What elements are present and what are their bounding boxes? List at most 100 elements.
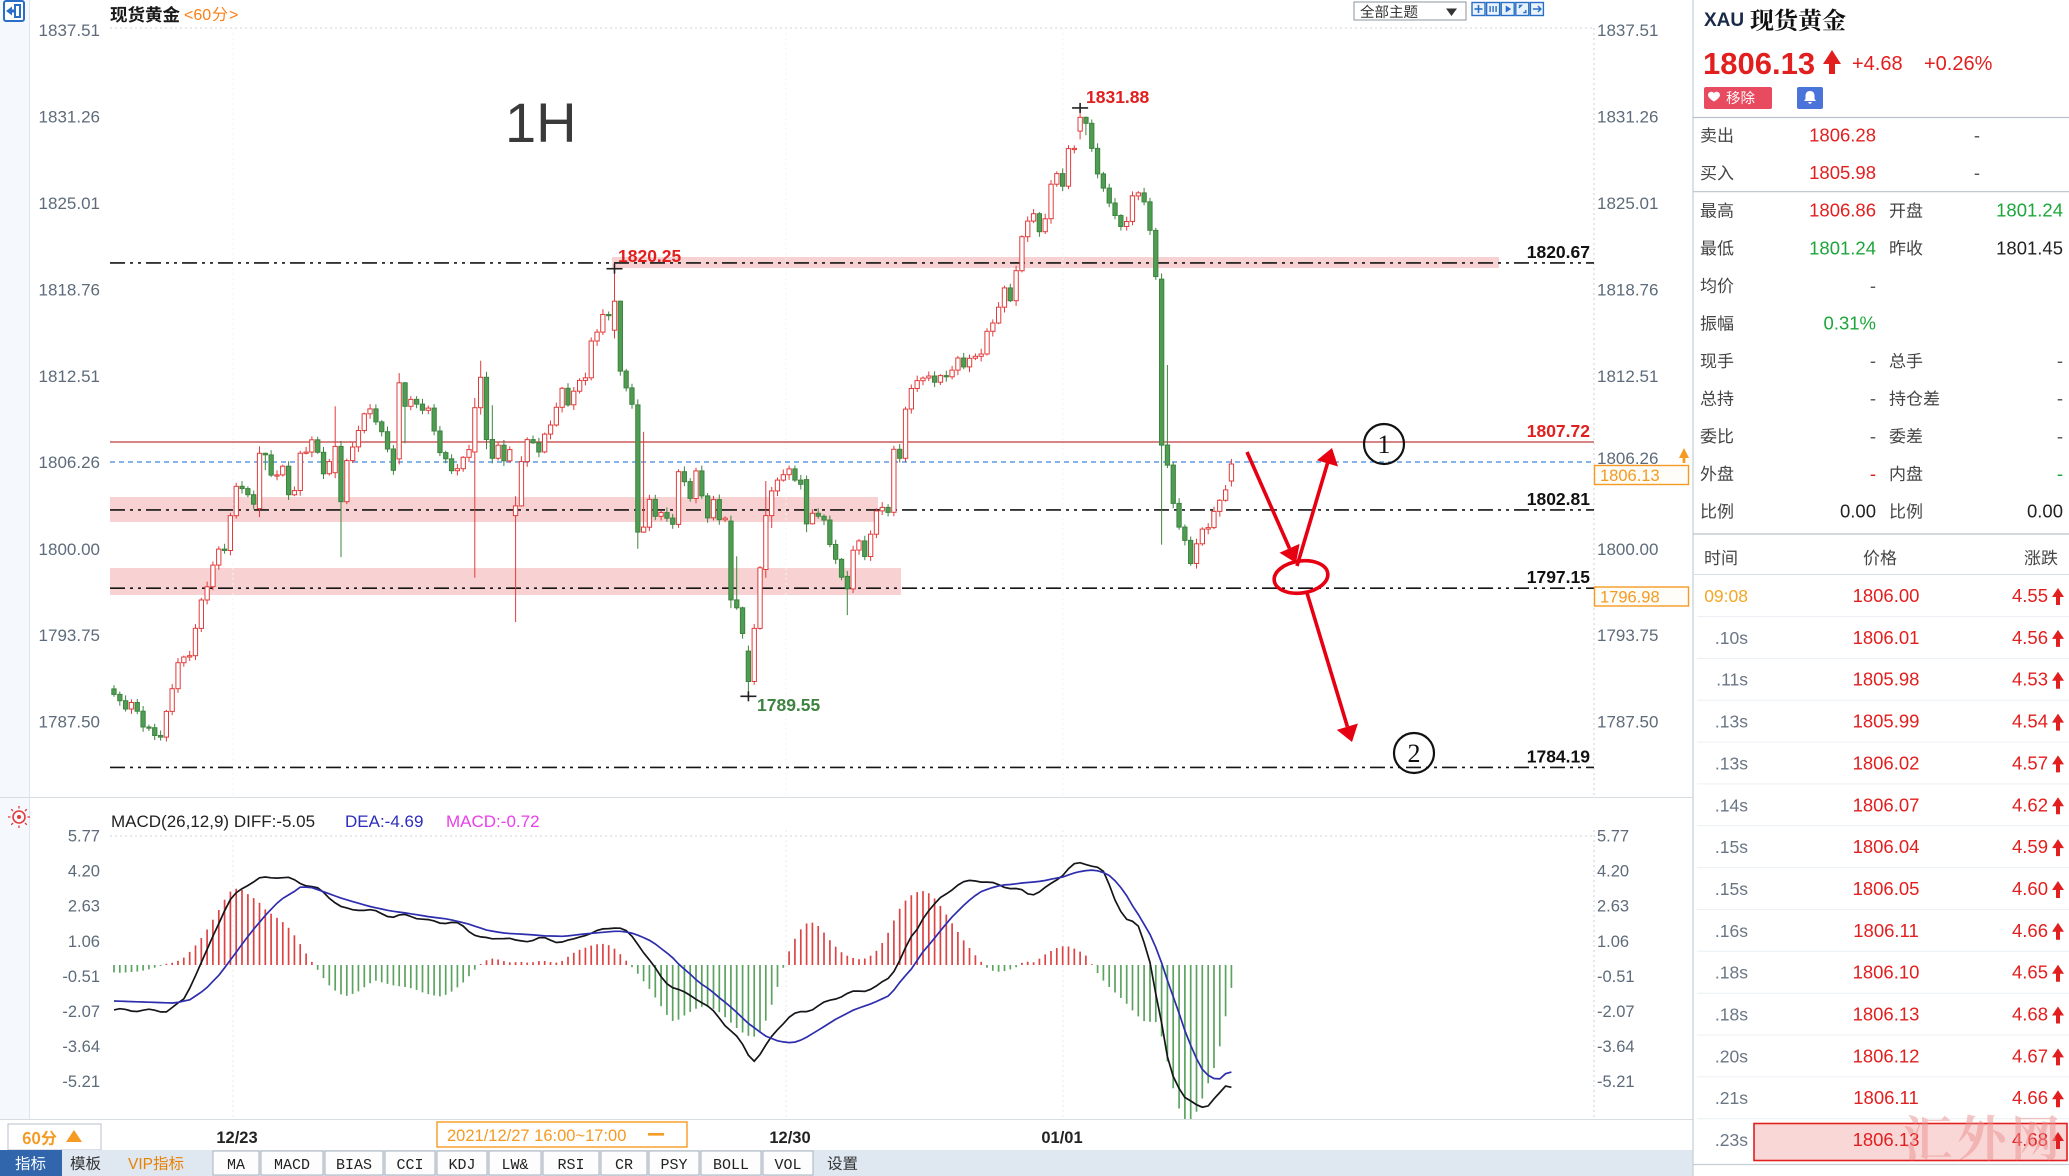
svg-text:2021/12/27 16:00~17:00: 2021/12/27 16:00~17:00 bbox=[447, 1127, 626, 1145]
svg-text:1.06: 1.06 bbox=[1597, 933, 1629, 951]
svg-text:.16s: .16s bbox=[1715, 921, 1748, 941]
svg-text:2.63: 2.63 bbox=[68, 898, 100, 916]
svg-text:4.67: 4.67 bbox=[2012, 1045, 2048, 1066]
svg-text:1805.98: 1805.98 bbox=[1809, 162, 1876, 183]
svg-text:0.00: 0.00 bbox=[1840, 501, 1876, 522]
svg-text:KDJ: KDJ bbox=[448, 1157, 475, 1174]
svg-text:-: - bbox=[1974, 125, 1980, 146]
svg-text:1806.01: 1806.01 bbox=[1853, 627, 1920, 648]
svg-text:1: 1 bbox=[1378, 430, 1391, 459]
svg-text:1784.19: 1784.19 bbox=[1527, 746, 1591, 766]
svg-text:1793.75: 1793.75 bbox=[39, 626, 100, 645]
svg-text:-: - bbox=[1870, 350, 1876, 371]
svg-text:1801.45: 1801.45 bbox=[1996, 237, 2063, 258]
svg-text:CR: CR bbox=[615, 1157, 633, 1174]
svg-text:BIAS: BIAS bbox=[336, 1157, 372, 1174]
svg-text:1806.86: 1806.86 bbox=[1809, 200, 1876, 221]
svg-text:.18s: .18s bbox=[1715, 963, 1748, 983]
svg-text:2: 2 bbox=[1408, 739, 1421, 768]
svg-text:.18s: .18s bbox=[1715, 1005, 1748, 1025]
svg-text:1818.76: 1818.76 bbox=[39, 280, 100, 299]
svg-text:1837.51: 1837.51 bbox=[1597, 21, 1658, 40]
svg-text:-: - bbox=[2057, 425, 2063, 446]
svg-text:1806.13: 1806.13 bbox=[1703, 46, 1815, 81]
svg-text:-3.64: -3.64 bbox=[1597, 1038, 1635, 1056]
svg-text:1818.76: 1818.76 bbox=[1597, 280, 1658, 299]
svg-text:4.20: 4.20 bbox=[68, 862, 100, 880]
svg-text:5.77: 5.77 bbox=[68, 827, 100, 845]
svg-text:-3.64: -3.64 bbox=[62, 1038, 100, 1056]
svg-text:4.65: 4.65 bbox=[2012, 962, 2048, 983]
svg-text:-0.51: -0.51 bbox=[1597, 968, 1635, 986]
svg-text:1806.11: 1806.11 bbox=[1853, 920, 1919, 941]
svg-text:1825.01: 1825.01 bbox=[39, 194, 100, 213]
svg-text:12/30: 12/30 bbox=[769, 1129, 810, 1147]
svg-text:12/23: 12/23 bbox=[216, 1129, 257, 1147]
svg-text:1806.12: 1806.12 bbox=[1853, 1045, 1920, 1066]
svg-text:5.77: 5.77 bbox=[1597, 827, 1629, 845]
svg-text:1806.11: 1806.11 bbox=[1853, 1087, 1919, 1108]
svg-text:1787.50: 1787.50 bbox=[39, 713, 100, 732]
svg-text:4.66: 4.66 bbox=[2012, 1087, 2048, 1108]
svg-text:-: - bbox=[1870, 388, 1876, 409]
svg-text:-: - bbox=[2057, 463, 2063, 484]
svg-text:1831.26: 1831.26 bbox=[1597, 107, 1658, 126]
svg-text:1805.99: 1805.99 bbox=[1853, 711, 1920, 732]
svg-text:MACD:-0.72: MACD:-0.72 bbox=[446, 812, 540, 831]
svg-text:1.06: 1.06 bbox=[68, 933, 100, 951]
svg-text:.11s: .11s bbox=[1716, 670, 1748, 690]
svg-text:MACD(26,12,9) DIFF:-5.05: MACD(26,12,9) DIFF:-5.05 bbox=[111, 812, 315, 831]
svg-text:1H: 1H bbox=[505, 91, 577, 154]
svg-text:+0.26%: +0.26% bbox=[1924, 53, 1993, 75]
svg-text:1800.00: 1800.00 bbox=[39, 540, 100, 559]
svg-text:-: - bbox=[2057, 388, 2063, 409]
svg-text:.10s: .10s bbox=[1715, 628, 1748, 648]
svg-text:.23s: .23s bbox=[1715, 1130, 1748, 1150]
svg-text:1820.67: 1820.67 bbox=[1527, 242, 1590, 262]
svg-text:MACD: MACD bbox=[274, 1157, 310, 1174]
svg-text:4.62: 4.62 bbox=[2012, 794, 2048, 815]
svg-text:.14s: .14s bbox=[1715, 795, 1748, 815]
svg-text:1797.15: 1797.15 bbox=[1527, 567, 1591, 587]
svg-text:-5.21: -5.21 bbox=[62, 1073, 100, 1091]
svg-text:1800.00: 1800.00 bbox=[1597, 540, 1658, 559]
svg-text:-: - bbox=[2057, 350, 2063, 371]
svg-text:1825.01: 1825.01 bbox=[1597, 194, 1658, 213]
svg-text:1812.51: 1812.51 bbox=[1597, 367, 1658, 386]
svg-text:1806.10: 1806.10 bbox=[1853, 962, 1920, 983]
svg-text:VOL: VOL bbox=[774, 1157, 801, 1174]
svg-text:.13s: .13s bbox=[1715, 712, 1748, 732]
svg-text:1806.07: 1806.07 bbox=[1853, 794, 1920, 815]
svg-text:DEA:-4.69: DEA:-4.69 bbox=[345, 812, 423, 831]
svg-text:-: - bbox=[1870, 275, 1876, 296]
svg-text:1806.13: 1806.13 bbox=[1600, 467, 1660, 485]
svg-text:-5.21: -5.21 bbox=[1597, 1073, 1635, 1091]
svg-text:4.54: 4.54 bbox=[2012, 711, 2048, 732]
svg-text:4.56: 4.56 bbox=[2012, 627, 2048, 648]
svg-text:1837.51: 1837.51 bbox=[39, 21, 100, 40]
svg-text:4.20: 4.20 bbox=[1597, 862, 1629, 880]
svg-text:0.31%: 0.31% bbox=[1824, 313, 1876, 334]
svg-text:4.60: 4.60 bbox=[2012, 878, 2048, 899]
svg-text:1820.25: 1820.25 bbox=[618, 246, 682, 266]
svg-text:09:08: 09:08 bbox=[1704, 586, 1748, 606]
svg-text:VIP: VIP bbox=[128, 1156, 153, 1173]
svg-text:+4.68: +4.68 bbox=[1852, 53, 1903, 75]
svg-text:.21s: .21s bbox=[1715, 1088, 1748, 1108]
svg-text:>: > bbox=[229, 7, 238, 24]
svg-text:-: - bbox=[1870, 463, 1876, 484]
svg-text:XAU: XAU bbox=[1704, 10, 1744, 31]
svg-text:1806.13: 1806.13 bbox=[1853, 1004, 1920, 1025]
svg-text:1801.24: 1801.24 bbox=[1996, 200, 2063, 221]
svg-text:LW&: LW& bbox=[501, 1157, 528, 1174]
svg-text:1807.72: 1807.72 bbox=[1527, 421, 1591, 441]
svg-text:4.59: 4.59 bbox=[2012, 836, 2048, 857]
svg-text:-0.51: -0.51 bbox=[62, 968, 100, 986]
svg-text:BOLL: BOLL bbox=[713, 1157, 749, 1174]
svg-text:CCI: CCI bbox=[396, 1157, 423, 1174]
svg-text:1802.81: 1802.81 bbox=[1527, 489, 1591, 509]
svg-text:1831.88: 1831.88 bbox=[1086, 87, 1150, 107]
svg-text:1806.26: 1806.26 bbox=[39, 453, 100, 472]
svg-text:1806.02: 1806.02 bbox=[1853, 752, 1920, 773]
svg-text:RSI: RSI bbox=[557, 1157, 584, 1174]
